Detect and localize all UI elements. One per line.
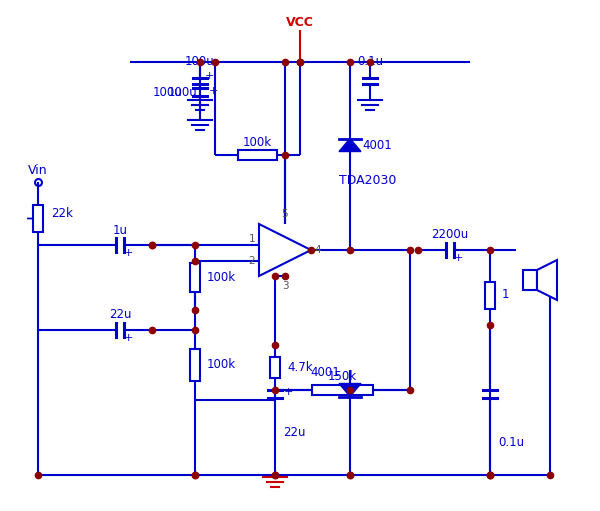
Text: 22u: 22u <box>109 309 131 321</box>
Text: 100k: 100k <box>207 271 236 284</box>
Text: 4: 4 <box>314 245 322 255</box>
Text: +: + <box>124 333 133 343</box>
Text: VCC: VCC <box>286 15 314 29</box>
Text: 2: 2 <box>248 257 256 266</box>
Bar <box>238 150 277 160</box>
Text: 2200u: 2200u <box>431 227 469 241</box>
Text: 100u: 100u <box>185 55 215 68</box>
Text: 4001: 4001 <box>310 365 340 379</box>
Text: 5: 5 <box>281 209 289 219</box>
Bar <box>523 270 537 290</box>
Text: +: + <box>454 253 463 263</box>
Text: +: + <box>205 71 214 81</box>
Text: −: − <box>262 254 274 269</box>
Text: Vin: Vin <box>28 164 47 176</box>
Polygon shape <box>339 383 361 397</box>
Text: 0.1u: 0.1u <box>498 435 524 449</box>
Text: 4001: 4001 <box>362 138 392 151</box>
Text: 1: 1 <box>248 234 256 244</box>
Text: 3: 3 <box>281 281 289 291</box>
Text: 22u: 22u <box>283 426 305 438</box>
Text: 1: 1 <box>502 289 509 301</box>
Text: TDA2030: TDA2030 <box>340 174 397 187</box>
Text: +: + <box>262 231 274 246</box>
Bar <box>190 263 200 292</box>
Bar <box>485 282 495 309</box>
Text: +: + <box>209 86 218 96</box>
Bar <box>190 349 200 381</box>
Polygon shape <box>339 138 361 151</box>
Text: 4.7k: 4.7k <box>287 361 313 374</box>
Text: 100u: 100u <box>153 85 183 99</box>
Text: 150k: 150k <box>328 370 357 383</box>
Text: 0.1u: 0.1u <box>357 55 383 68</box>
Text: +: + <box>124 248 133 258</box>
Text: +: + <box>284 387 293 397</box>
Bar <box>270 357 280 378</box>
Polygon shape <box>537 260 557 300</box>
Bar <box>312 385 373 395</box>
Text: 100k: 100k <box>207 359 236 371</box>
Text: 1u: 1u <box>113 223 128 237</box>
Bar <box>33 205 43 232</box>
Polygon shape <box>259 224 311 276</box>
Text: 22k: 22k <box>51 207 73 220</box>
Text: 100u: 100u <box>168 85 198 99</box>
Text: 100k: 100k <box>243 135 272 149</box>
